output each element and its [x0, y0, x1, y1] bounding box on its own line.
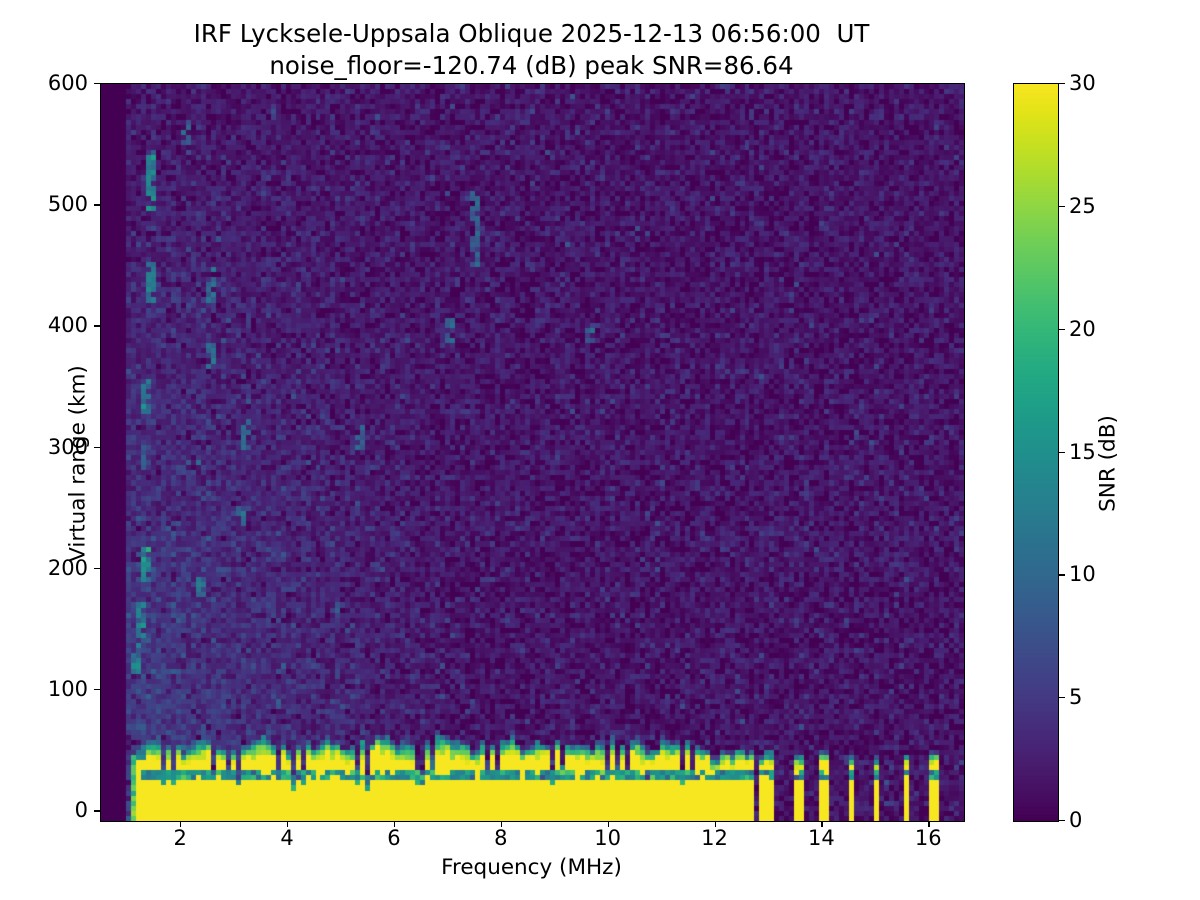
colorbar-tick-label-25: 25 [1069, 193, 1096, 218]
x-tick-label-4: 4 [280, 826, 294, 850]
colorbar-tick-label-5: 5 [1069, 685, 1083, 710]
x-tick-mark-2 [180, 821, 182, 827]
colorbar-tick-mark-20 [1059, 328, 1065, 330]
x-tick-mark-14 [821, 821, 823, 827]
y-tick-label-0: 0 [74, 798, 88, 823]
x-tick-mark-8 [500, 821, 503, 827]
x-tick-label-6: 6 [387, 826, 401, 850]
y-tick-mark-400 [94, 325, 100, 327]
x-tick-mark-6 [393, 821, 396, 827]
title-line-1: IRF Lycksele-Uppsala Oblique 2025-12-13 … [193, 19, 870, 48]
x-tick-label-2: 2 [173, 826, 187, 850]
y-tick-mark-200 [94, 567, 100, 570]
colorbar-tick-mark-25 [1059, 205, 1065, 208]
y-tick-mark-600 [94, 83, 100, 85]
title-line-2: noise_floor=-120.74 (dB) peak SNR=86.64 [269, 50, 794, 80]
colorbar-tick-label-30: 30 [1069, 71, 1096, 95]
y-tick-mark-500 [94, 204, 100, 206]
x-tick-label-12: 12 [701, 826, 728, 850]
ionogram-plot-area[interactable] [100, 83, 965, 822]
chart-title: IRF Lycksele-Uppsala Oblique 2025-12-13 … [0, 18, 1063, 82]
colorbar-tick-label-20: 20 [1069, 316, 1096, 341]
y-tick-label-200: 200 [47, 555, 88, 580]
colorbar-tick-mark-5 [1059, 697, 1065, 699]
y-tick-label-100: 100 [47, 677, 88, 702]
colorbar-tick-mark-10 [1059, 574, 1065, 576]
x-tick-mark-10 [607, 821, 609, 827]
y-tick-mark-0 [94, 810, 100, 812]
x-tick-mark-4 [287, 821, 289, 827]
colorbar-tick-mark-0 [1059, 820, 1065, 822]
x-tick-label-8: 8 [494, 826, 508, 850]
y-tick-mark-100 [94, 689, 100, 691]
y-tick-label-300: 300 [47, 434, 88, 459]
colorbar-gradient [1014, 84, 1058, 821]
colorbar-label: SNR (dB) [1095, 415, 1121, 512]
colorbar-tick-mark-15 [1059, 451, 1065, 453]
y-tick-label-600: 600 [47, 71, 88, 95]
x-tick-label-10: 10 [594, 826, 622, 850]
colorbar[interactable] [1013, 83, 1059, 822]
ionogram-heatmap [101, 84, 964, 821]
colorbar-tick-label-0: 0 [1069, 808, 1083, 832]
x-tick-mark-12 [714, 821, 716, 827]
colorbar-tick-mark-30 [1059, 83, 1065, 85]
x-tick-label-14: 14 [808, 826, 835, 850]
y-tick-label-500: 500 [47, 192, 88, 217]
y-tick-label-400: 400 [47, 313, 88, 338]
x-tick-label-16: 16 [914, 826, 942, 850]
x-axis-label: Frequency (MHz) [441, 855, 622, 880]
colorbar-tick-label-15: 15 [1069, 439, 1096, 464]
colorbar-tick-label-10: 10 [1069, 562, 1096, 587]
x-tick-mark-16 [928, 821, 930, 827]
y-tick-mark-300 [94, 446, 100, 448]
